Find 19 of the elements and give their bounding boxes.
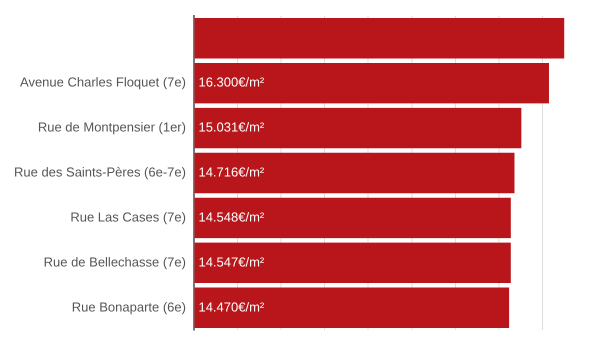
bar <box>194 108 522 148</box>
data-label: 14.716€/m² <box>198 164 265 180</box>
y-tick-label: Avenue Charles Floquet (7e) <box>20 74 186 90</box>
data-label: 15.031€/m² <box>198 120 265 135</box>
bar <box>194 288 510 328</box>
y-tick-label: Rue des Saints-Pères (6e-7e) <box>14 164 186 180</box>
y-tick-label: Rue de Bellechasse (7e) <box>44 254 186 270</box>
bar <box>194 242 511 284</box>
bar <box>194 18 564 58</box>
data-label: 14.548€/m² <box>198 209 265 224</box>
data-label: 14.547€/m² <box>198 254 265 270</box>
y-tick-label: Rue Las Cases (7e) <box>70 209 186 224</box>
y-tick-label: Rue Bonaparte (6e) <box>72 299 186 314</box>
data-label: 16.300€/m² <box>198 74 265 90</box>
bar <box>194 152 514 194</box>
data-label: 14.470€/m² <box>198 299 265 314</box>
bar <box>194 62 549 104</box>
y-tick-label: Rue de Montpensier (1er) <box>38 120 186 135</box>
bar <box>194 198 511 238</box>
